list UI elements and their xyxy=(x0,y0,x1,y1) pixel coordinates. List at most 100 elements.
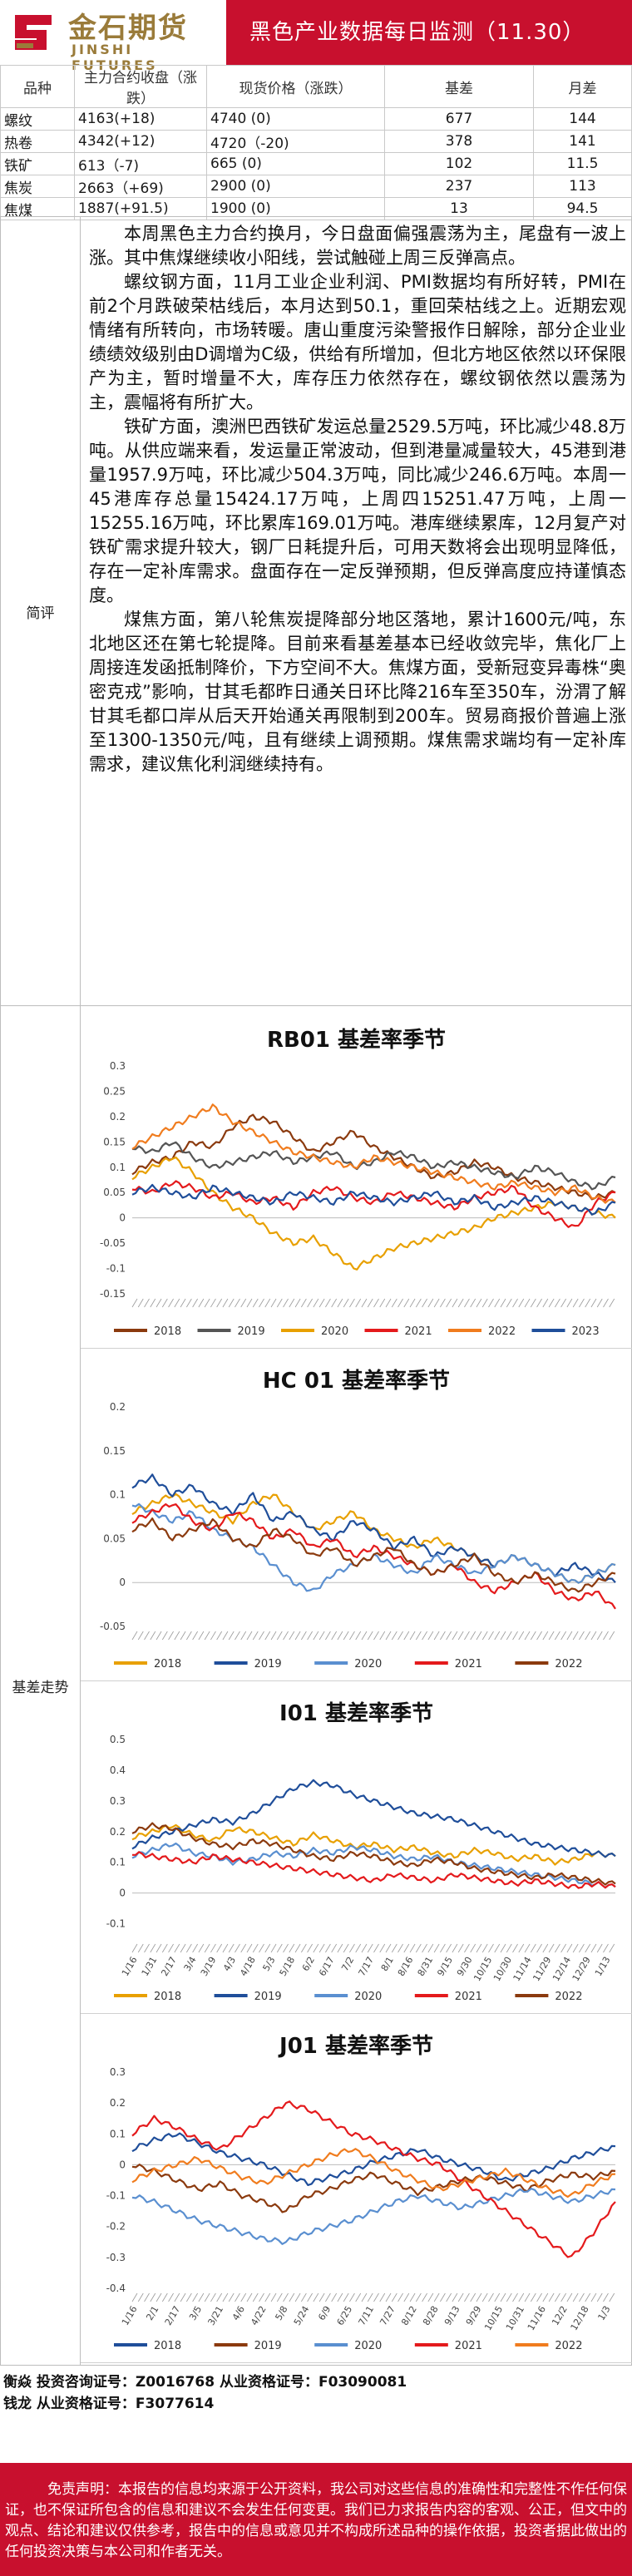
x-axis-hatch xyxy=(603,1943,609,1953)
x-axis-hatch xyxy=(337,1943,343,1953)
legend-label: 2022 xyxy=(555,1991,582,2003)
table-cell: 2663（+69) xyxy=(74,175,207,198)
x-tick-label: 11/14 xyxy=(511,1955,534,1983)
x-axis-hatch xyxy=(156,2292,162,2302)
table-header: 基差 xyxy=(384,65,534,108)
x-axis-hatch xyxy=(131,1298,138,1308)
series-line-2019 xyxy=(131,1141,616,1191)
y-tick-label: 0 xyxy=(119,1888,126,1899)
x-axis-hatch xyxy=(572,1298,579,1308)
x-axis-hatch xyxy=(222,1943,229,1953)
y-tick-label: 0.2 xyxy=(110,1111,126,1123)
chart-plot: 0.2 0.15 0.1 0.05 0 -0.05 2018 2019 2020 2021 2022 xyxy=(100,1401,616,1670)
x-axis-hatch xyxy=(264,1943,271,1953)
x-tick-label: 8/16 xyxy=(396,1955,416,1978)
x-axis-hatch xyxy=(452,1943,458,1953)
table-cell: 11.5 xyxy=(533,152,632,175)
x-axis-hatch xyxy=(452,2292,458,2302)
x-axis-hatch xyxy=(337,1631,343,1641)
x-tick-label: 12/29 xyxy=(570,1955,593,1983)
x-axis-hatch xyxy=(470,1298,476,1308)
table-cell: 113 xyxy=(533,175,632,198)
author-info: 衡焱 投资咨询证号：Z0016768 从业资格证号：F03090081 钱龙 从… xyxy=(0,2371,632,2415)
x-tick-label: 3/5 xyxy=(187,2304,204,2322)
x-axis-hatch xyxy=(488,1943,494,1953)
x-tick-label: 8/28 xyxy=(421,2304,441,2327)
x-axis-hatch xyxy=(609,2292,615,2302)
x-tick-label: 12/2 xyxy=(550,2304,570,2327)
x-tick-label: 10/31 xyxy=(504,2304,526,2332)
x-axis-hatch xyxy=(476,1943,482,1953)
x-axis-hatch xyxy=(603,1631,609,1641)
legend-label: 2019 xyxy=(254,2340,282,2352)
x-axis-hatch xyxy=(506,1298,512,1308)
x-tick-label: 7/27 xyxy=(378,2304,397,2327)
x-tick-label: 8/1 xyxy=(379,1955,396,1973)
series-line-2020 xyxy=(131,1842,616,1889)
x-axis-hatch xyxy=(427,1631,434,1641)
x-axis-hatch xyxy=(373,1631,379,1641)
x-tick-label: 5/24 xyxy=(292,2304,312,2327)
x-tick-label: 6/17 xyxy=(317,1955,337,1978)
x-axis-hatch xyxy=(464,1298,470,1308)
x-axis-hatch xyxy=(222,1631,229,1641)
x-axis-hatch xyxy=(440,1943,446,1953)
series-line-2020 xyxy=(131,2188,616,2245)
x-axis-hatch xyxy=(246,1298,253,1308)
x-axis-hatch xyxy=(433,1631,440,1641)
x-tick-label: 12/18 xyxy=(569,2304,591,2332)
table-cell: 螺纹 xyxy=(0,107,75,131)
x-axis-hatch xyxy=(289,2292,295,2302)
series-line-2022 xyxy=(131,2148,616,2198)
x-axis-hatch xyxy=(131,2292,138,2302)
y-tick-label: -0.05 xyxy=(100,1621,126,1632)
x-axis-hatch xyxy=(590,2292,597,2302)
x-tick-label: 1/31 xyxy=(140,1955,160,1978)
x-axis-hatch xyxy=(343,1631,349,1641)
x-axis-hatch xyxy=(246,1631,253,1641)
x-axis-hatch xyxy=(252,1943,259,1953)
legend-label: 2022 xyxy=(555,1658,582,1670)
x-axis-hatch xyxy=(325,1298,331,1308)
commentary-body: 本周黑色主力合约换月，今日盘面偏强震荡为主，尾盘有一波上涨。其中焦煤继续收小阳线… xyxy=(89,222,626,777)
x-tick-label: 5/8 xyxy=(274,2304,290,2322)
x-axis-hatch xyxy=(518,1631,525,1641)
y-tick-label: 0.1 xyxy=(110,1162,126,1173)
x-axis-hatch xyxy=(542,2292,549,2302)
x-axis-hatch xyxy=(415,1631,422,1641)
legend-label: 2021 xyxy=(455,1658,482,1670)
x-axis-hatch xyxy=(391,2292,397,2302)
x-axis-hatch xyxy=(270,1298,277,1308)
x-axis-hatch xyxy=(313,1298,319,1308)
x-tick-label: 7/17 xyxy=(356,1955,376,1978)
table-header-row: 品种 主力合约收盘（涨跌） 现货价格（涨跌） 基差 月差 xyxy=(0,65,632,108)
x-axis-hatch xyxy=(560,1631,566,1641)
basis-label: 基差走势 xyxy=(1,1006,81,2365)
legend-label: 2020 xyxy=(354,1991,382,2003)
x-axis-hatch xyxy=(150,1298,156,1308)
x-axis-hatch xyxy=(422,1631,427,1641)
series-line-2018 xyxy=(131,1823,616,1866)
x-axis-hatch xyxy=(156,1298,162,1308)
x-axis-hatch xyxy=(367,1943,373,1953)
x-axis-hatch xyxy=(192,1631,198,1641)
x-axis-hatch xyxy=(579,1631,585,1641)
x-axis-hatch xyxy=(210,1631,216,1641)
x-axis-hatch xyxy=(294,1943,301,1953)
x-axis-hatch xyxy=(440,1298,446,1308)
y-tick-label: 0.2 xyxy=(110,1826,126,1838)
x-axis-hatch xyxy=(524,1943,531,1953)
y-tick-label: 0.25 xyxy=(103,1085,126,1097)
x-axis-hatch xyxy=(590,1298,597,1308)
x-axis-hatch xyxy=(542,1631,549,1641)
x-axis-hatch xyxy=(276,1298,283,1308)
x-axis-hatch xyxy=(264,1631,271,1641)
legend-label: 2019 xyxy=(254,1658,282,1670)
x-axis-hatch xyxy=(488,1298,494,1308)
x-axis-hatch xyxy=(464,1943,470,1953)
x-axis-hatch xyxy=(470,1943,476,1953)
x-axis-hatch xyxy=(228,1943,235,1953)
table-cell: 4740 (0) xyxy=(206,107,385,131)
x-axis-hatch xyxy=(409,1298,416,1308)
x-axis-hatch xyxy=(579,1943,585,1953)
